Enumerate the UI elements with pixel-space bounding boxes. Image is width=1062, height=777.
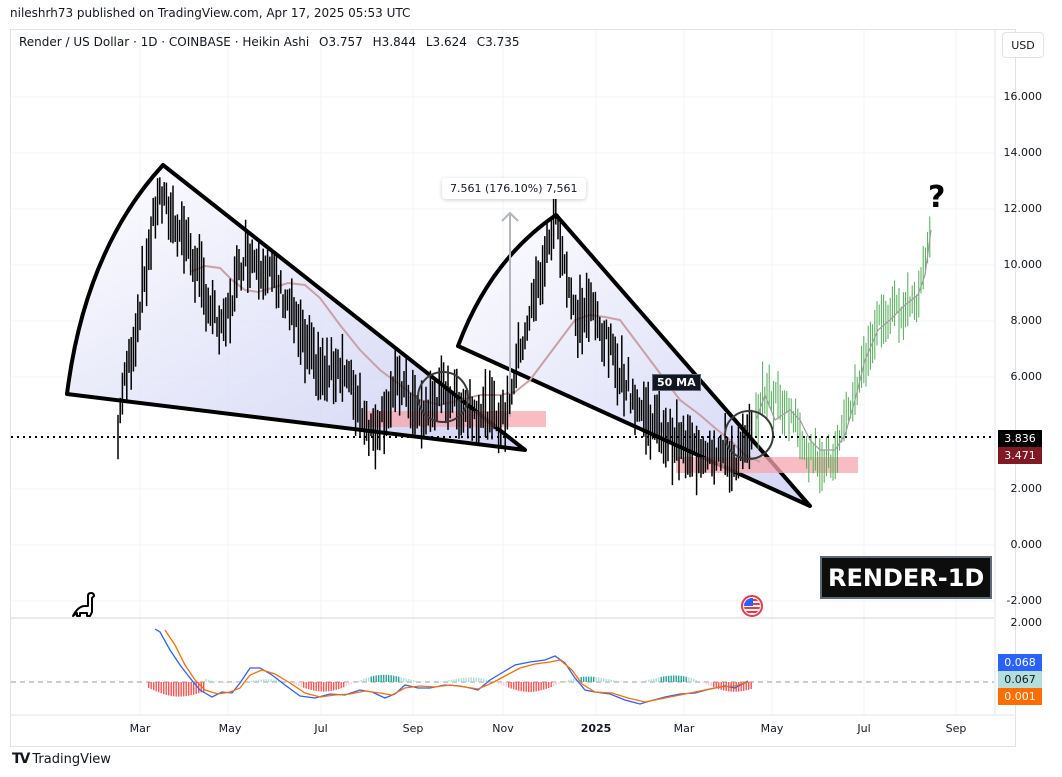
- x-tick: Jul: [857, 722, 871, 735]
- ohlc-open: O3.757: [319, 35, 363, 49]
- question-mark[interactable]: ?: [928, 180, 946, 215]
- chart-frame: [10, 29, 1016, 747]
- x-tick: Sep: [945, 722, 967, 735]
- x-tick-year: 2025: [580, 722, 612, 735]
- y-tick: 0.000: [1010, 538, 1043, 551]
- currency-button[interactable]: USD: [1002, 32, 1044, 58]
- tradingview-logo[interactable]: TV TradingView: [12, 751, 111, 767]
- y-tick: 8.000: [1010, 314, 1043, 327]
- tradingview-brand: TradingView: [32, 751, 111, 767]
- x-tick: Mar: [129, 722, 151, 735]
- y-tick: 6.000: [1010, 370, 1043, 383]
- tradingview-logo-icon: TV: [12, 751, 30, 767]
- price-bars: [117, 177, 753, 496]
- wedge-1-outline[interactable]: [65, 163, 527, 452]
- y-tick: 12.000: [1003, 202, 1043, 215]
- measure-label[interactable]: 7.561 (176.10%) 7,561: [442, 178, 586, 199]
- x-tick: May: [218, 722, 242, 735]
- histogram-value-tag: 0.067: [998, 671, 1042, 688]
- us-flag-event-icon[interactable]: [741, 595, 763, 617]
- y-tick: 14.000: [1003, 146, 1043, 159]
- measure-arrow-icon: [501, 211, 519, 222]
- ohlc-low: L3.624: [425, 35, 467, 49]
- ohlc-close: C3.735: [476, 35, 520, 49]
- macd-histogram: [148, 674, 752, 697]
- y-tick: 2.000: [1010, 482, 1043, 495]
- x-tick: Sep: [402, 722, 424, 735]
- signal-value-tag: 0.001: [998, 688, 1042, 705]
- projection-path: [755, 229, 932, 451]
- projection-bars: [755, 216, 931, 494]
- title-box[interactable]: RENDER-1D: [820, 556, 993, 599]
- y-tick: 16.000: [1003, 90, 1043, 103]
- breakout-circle-1[interactable]: [417, 371, 469, 423]
- breakout-circle-2[interactable]: [724, 410, 774, 460]
- x-tick: Nov: [492, 722, 514, 735]
- signal-line: [164, 629, 749, 703]
- macd-line: [154, 628, 749, 705]
- macd-value-tag: 0.068: [998, 654, 1042, 671]
- symbol-legend[interactable]: Render / US Dollar · 1D · COINBASE · Hei…: [19, 35, 525, 49]
- ohlc-high: H3.844: [372, 35, 417, 49]
- ma-label[interactable]: 50 MA: [652, 374, 701, 391]
- x-tick: Mar: [673, 722, 695, 735]
- y-tick: -2.000: [1006, 594, 1042, 607]
- ma-price-tag: 3.471: [998, 447, 1042, 464]
- publisher-line: nileshrh73 published on TradingView.com,…: [10, 6, 411, 20]
- y-tick: 10.000: [1003, 258, 1043, 271]
- x-tick: May: [760, 722, 784, 735]
- last-price-tag: 3.836: [998, 430, 1042, 447]
- macd-y-tick: 2.000: [1010, 616, 1043, 629]
- x-tick: Jul: [314, 722, 328, 735]
- dinosaur-icon[interactable]: [70, 590, 100, 620]
- symbol-name: Render / US Dollar · 1D · COINBASE · Hei…: [19, 35, 310, 49]
